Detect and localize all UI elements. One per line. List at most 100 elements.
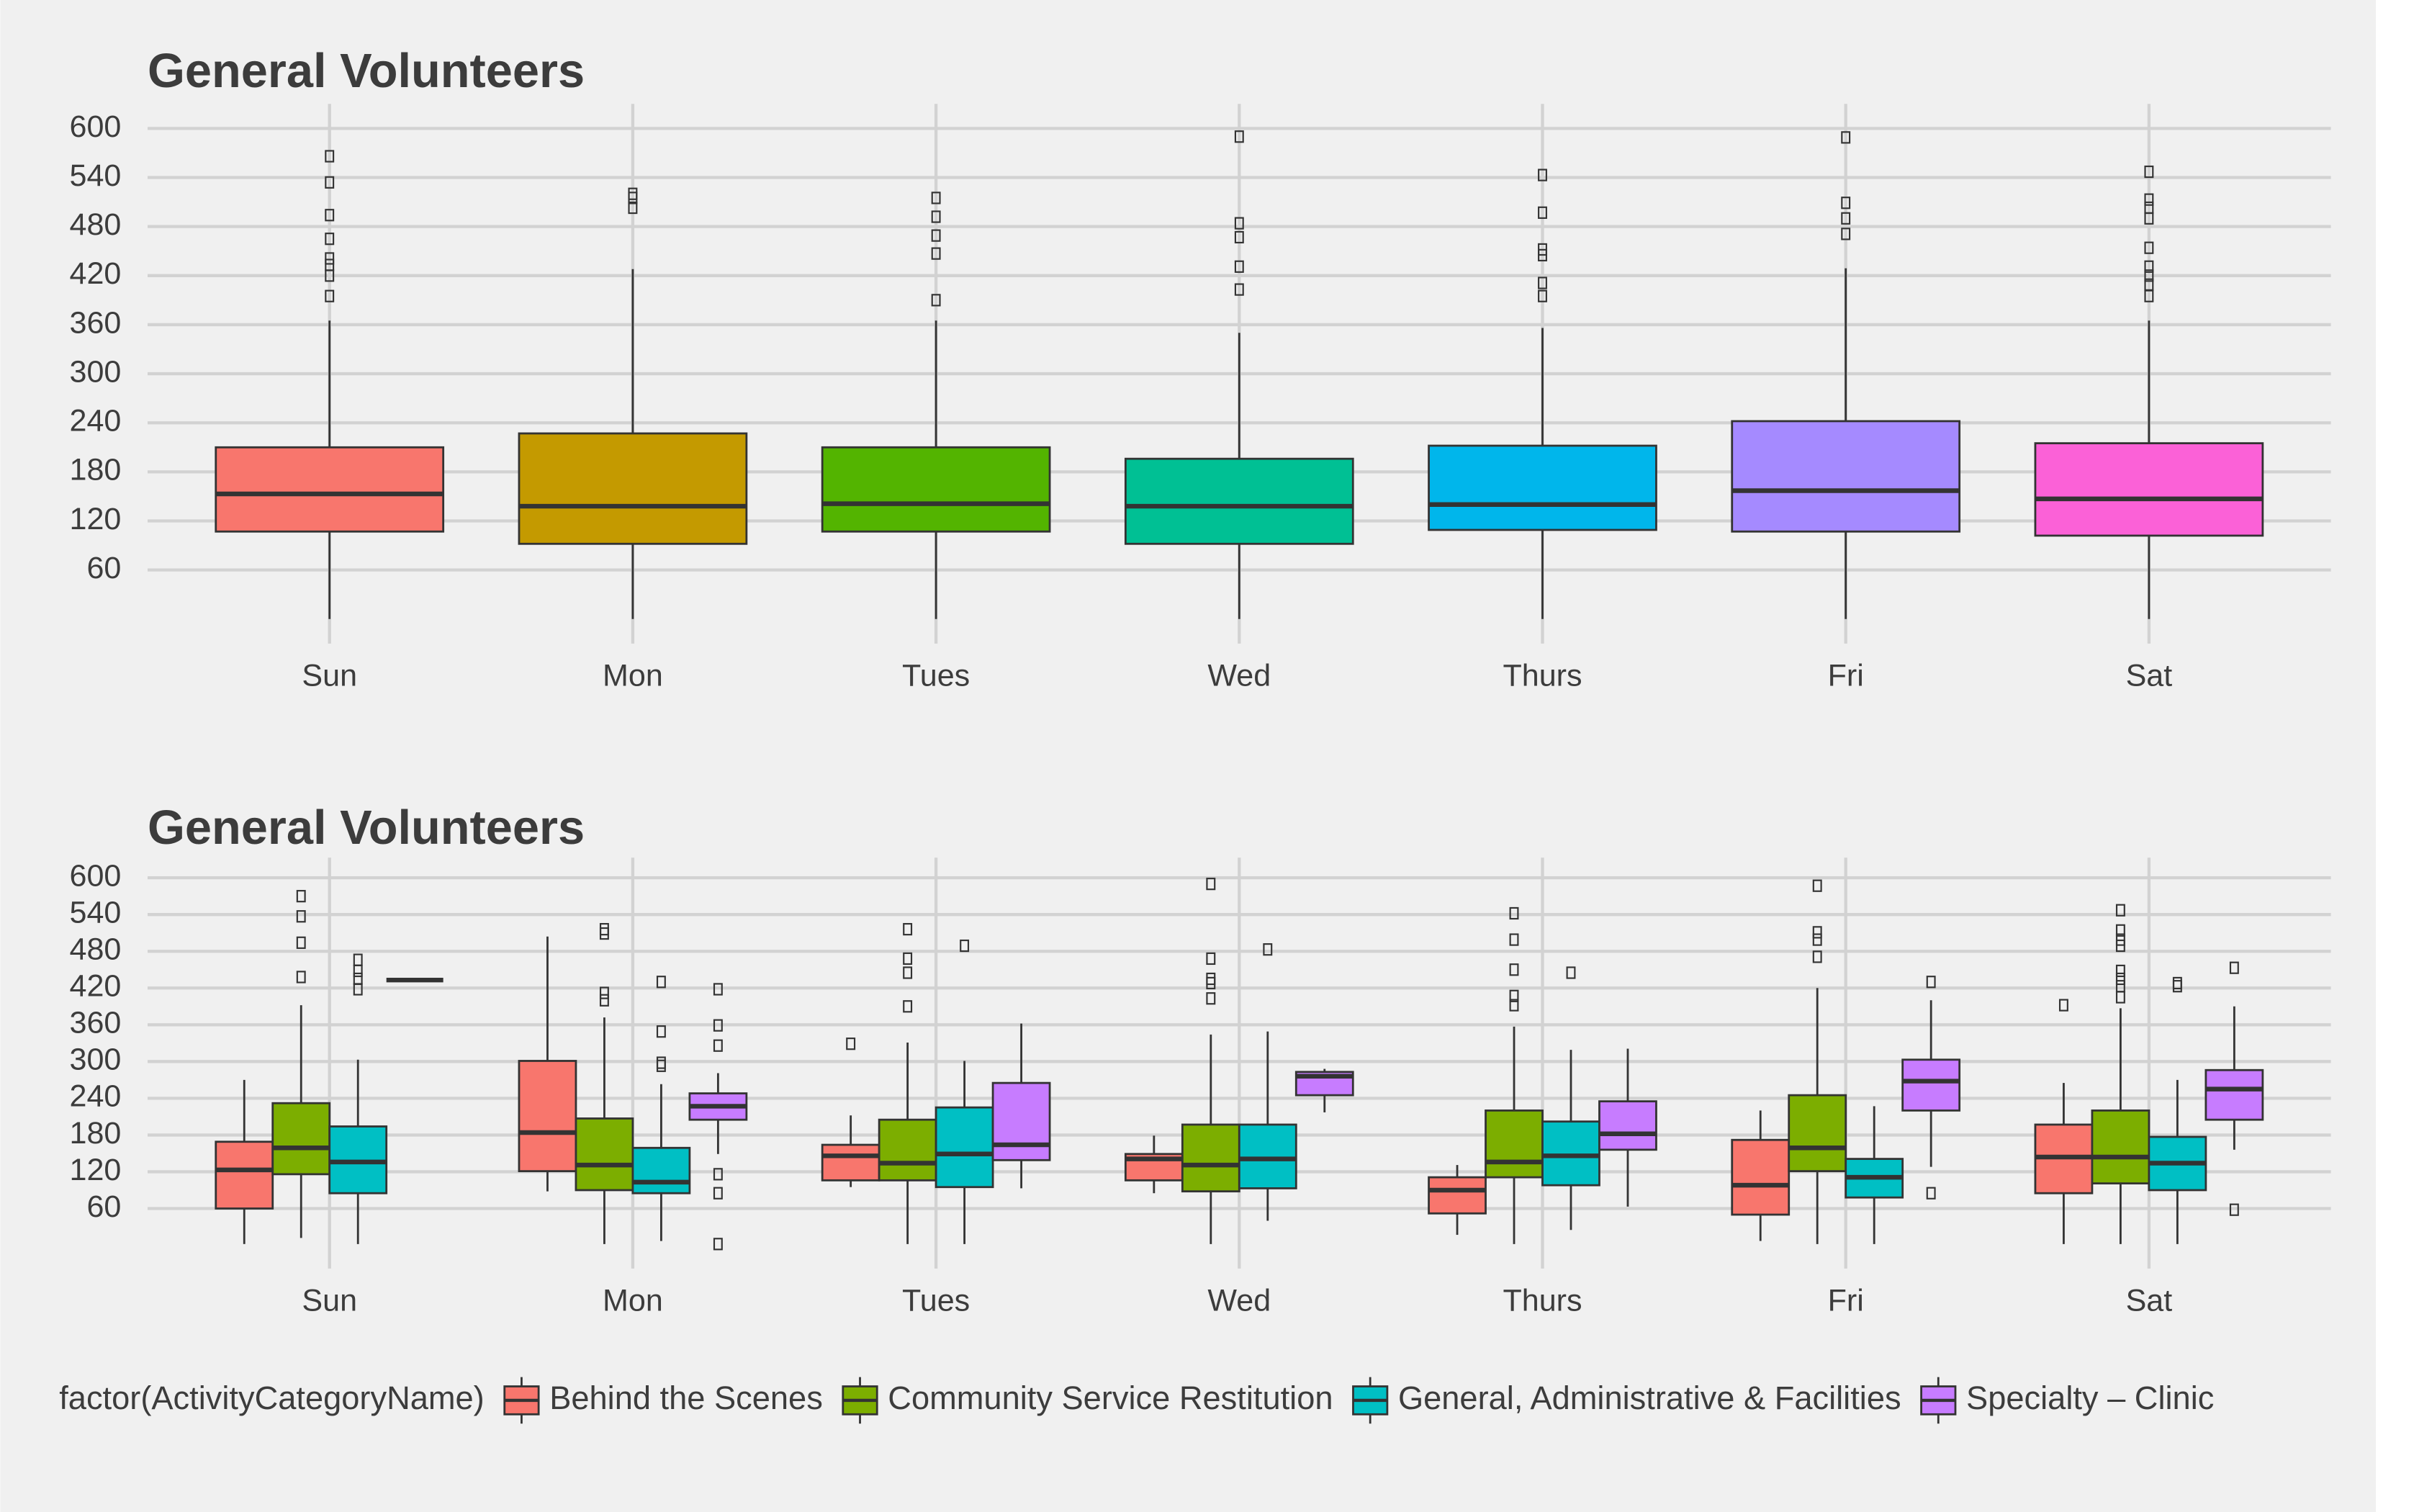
outlier (2144, 193, 2154, 206)
x-tick-label: Sat (2126, 1284, 2173, 1318)
box (821, 1143, 881, 1182)
outlier (325, 209, 335, 222)
outlier (903, 1000, 913, 1013)
y-tick-label: 180 (70, 453, 122, 487)
outlier (2115, 991, 2125, 1004)
outlier (1841, 197, 1851, 210)
box (1731, 420, 1961, 533)
outlier (296, 910, 306, 923)
x-tick-label: Fri (1828, 1284, 1864, 1318)
y-tick-label: 120 (70, 502, 122, 536)
outlier (1234, 230, 1244, 244)
outlier (2144, 289, 2154, 302)
outlier (713, 1039, 723, 1052)
y-tick-label: 300 (70, 354, 122, 389)
x-tick-label: Tues (902, 659, 970, 693)
outlier (2229, 1203, 2239, 1216)
outlier (353, 964, 363, 978)
outlier (1509, 989, 1519, 1002)
x-tick-label: Mon (603, 659, 663, 693)
x-tick-label: Wed (1207, 659, 1271, 693)
outlier (1538, 289, 1547, 302)
outlier (903, 966, 913, 979)
box (215, 1140, 274, 1210)
y-tick-label: 300 (70, 1043, 122, 1077)
outlier (1538, 206, 1547, 219)
box (1428, 1176, 1487, 1215)
outlier (599, 986, 609, 999)
y-tick-label: 120 (70, 1153, 122, 1187)
box (1124, 457, 1354, 545)
y-tick-label: 540 (70, 896, 122, 930)
box (2204, 1068, 2264, 1121)
box (821, 446, 1051, 533)
outlier (903, 922, 913, 936)
outlier (931, 247, 941, 260)
y-tick-label: 420 (70, 969, 122, 1004)
outlier (1812, 879, 1822, 892)
outlier (325, 252, 335, 265)
y-tick-label: 60 (86, 551, 121, 585)
box (2034, 442, 2264, 537)
y-tick-label: 600 (70, 859, 122, 894)
outlier (296, 936, 306, 949)
outlier (1206, 992, 1216, 1005)
box (631, 1146, 691, 1194)
outlier (325, 176, 335, 189)
x-tick-label: Sun (302, 1284, 357, 1318)
box (1485, 1109, 1544, 1179)
outlier (1206, 952, 1216, 966)
outlier (2115, 964, 2125, 978)
outlier (296, 890, 306, 903)
outlier (846, 1038, 856, 1050)
outlier (325, 289, 335, 302)
outlier (656, 1059, 666, 1072)
y-tick-label: 420 (70, 256, 122, 291)
outlier (1812, 926, 1822, 939)
outlier (2115, 924, 2125, 937)
outlier (1509, 999, 1519, 1012)
box (1788, 1094, 1847, 1172)
outlier (1926, 1187, 1936, 1200)
outlier (1234, 260, 1244, 273)
outlier (599, 994, 609, 1007)
box (1428, 444, 1657, 531)
x-tick-label: Mon (603, 1284, 663, 1318)
y-tick-label: 360 (70, 1006, 122, 1040)
outlier (2115, 972, 2125, 986)
outlier (1206, 976, 1216, 990)
outlier (656, 1025, 666, 1038)
outlier (1263, 943, 1273, 956)
chart-title: General Volunteers (148, 801, 585, 855)
outlier (1234, 283, 1244, 296)
x-tick-label: Thurs (1503, 659, 1582, 693)
y-tick-label: 480 (70, 932, 122, 967)
outlier (599, 927, 609, 940)
box (518, 432, 748, 545)
outlier (325, 233, 335, 246)
outlier (325, 269, 335, 282)
outlier (713, 1019, 723, 1032)
x-tick-label: Sat (2126, 659, 2173, 693)
legend-label: General, Administrative & Facilities (1398, 1380, 1901, 1416)
x-tick-label: Fri (1828, 659, 1864, 693)
outlier (2144, 269, 2154, 282)
outlier (628, 201, 638, 215)
outlier (2144, 241, 2154, 254)
box (878, 1118, 937, 1182)
outlier (2172, 980, 2182, 993)
legend-label: Specialty – Clinic (1966, 1380, 2214, 1416)
outlier (1566, 966, 1576, 979)
outlier (1926, 976, 1936, 989)
outlier (2229, 961, 2239, 974)
outlier (713, 1238, 723, 1251)
outlier (931, 294, 941, 307)
outlier (2144, 165, 2154, 179)
box (934, 1106, 994, 1189)
y-tick-label: 60 (86, 1189, 121, 1224)
outlier (2058, 999, 2068, 1012)
outlier (903, 952, 913, 966)
y-tick-label: 600 (70, 109, 122, 144)
